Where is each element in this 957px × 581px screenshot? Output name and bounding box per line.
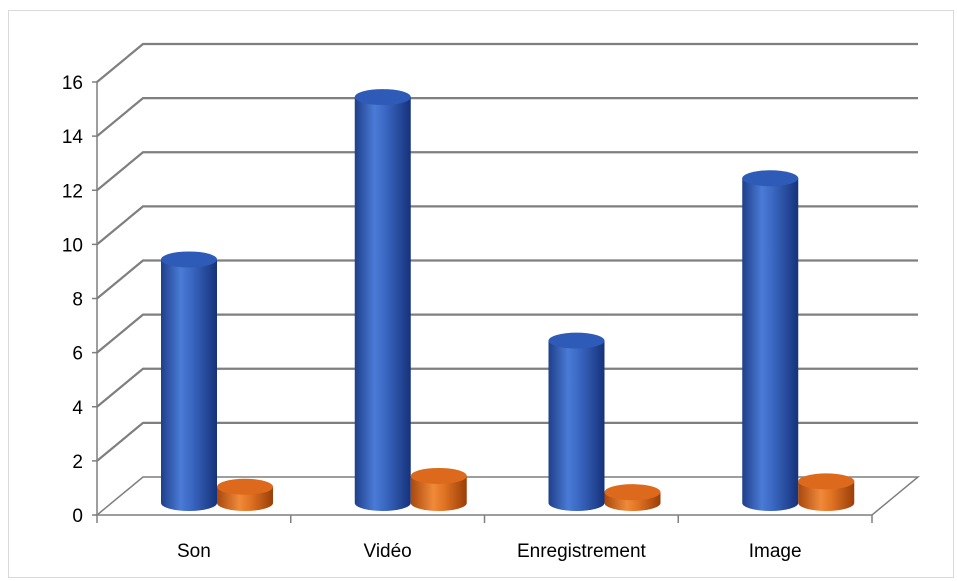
gridline-16 [96,42,918,83]
y-tick-labels: 0 2 4 6 8 10 12 14 16 [62,73,84,527]
bar-son-series-1 [161,251,217,511]
y-tick-label: 0 [72,506,83,527]
y-tick-label: 16 [62,73,83,94]
gridline-8 [96,259,918,300]
bar-enregistrement-series-2 [604,484,661,511]
x-tick-label: Son [177,541,211,562]
bar-image-series-2 [798,473,855,511]
x-tick-label: Enregistrement [517,541,647,562]
bars [161,89,855,511]
y-tick-label: 14 [62,127,84,148]
bar-vidéo-series-1 [354,89,411,511]
gridline-2 [96,421,918,462]
bar-enregistrement-series-1 [548,332,605,511]
chart-floor [94,476,921,516]
y-tick-label: 12 [62,181,83,202]
x-tick-labels: Son Vidéo Enregistrement Image [177,541,802,562]
gridlines [96,42,918,462]
y-tick-label: 4 [72,398,83,419]
axes [92,81,921,523]
x-tick-label: Vidéo [363,541,411,562]
gridline-10 [96,205,918,246]
gridline-12 [96,151,918,192]
y-tick-label: 2 [72,452,83,473]
y-tick-label: 6 [72,344,83,365]
bar-vidéo-series-2 [410,467,467,511]
gridline-14 [96,97,918,137]
x-tick-label: Image [749,541,802,562]
y-tick-label: 8 [72,290,83,311]
bar-son-series-2 [217,478,273,511]
gridline-6 [96,313,918,354]
gridline-4 [96,367,918,408]
bar-image-series-1 [742,170,799,511]
y-tick-label: 10 [62,235,83,256]
